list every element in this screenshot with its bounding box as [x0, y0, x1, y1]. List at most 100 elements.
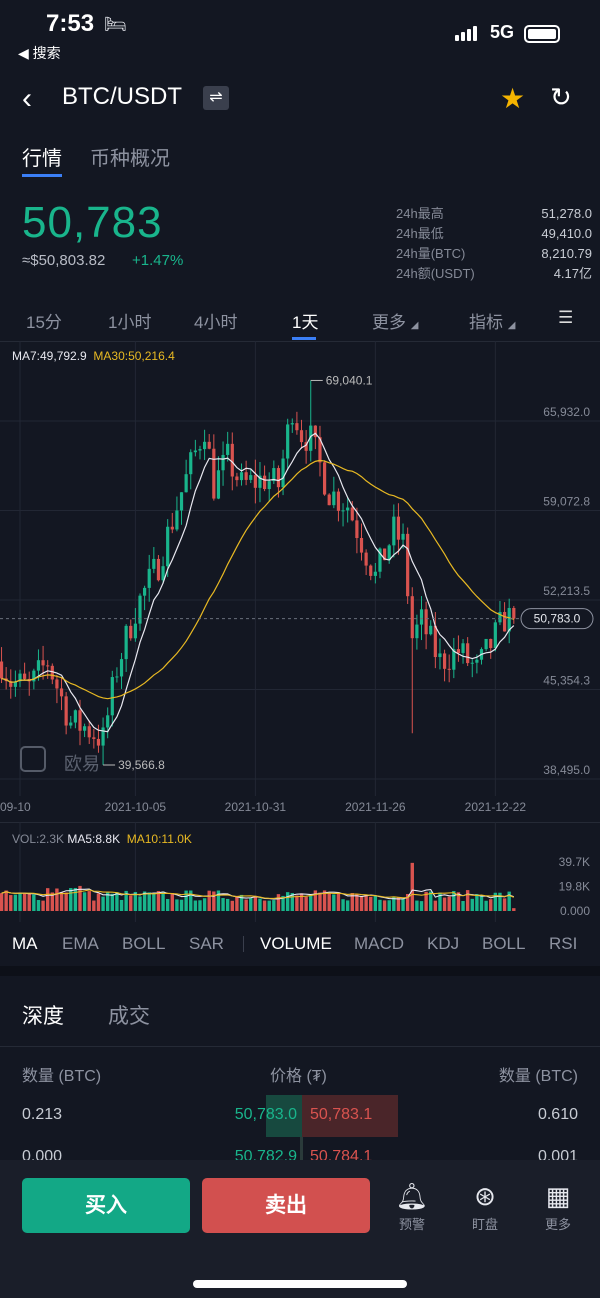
candlestick-chart[interactable]: 65,932.0 59,072.8 52,213.5 45,354.3 38,495.0…: [0, 341, 600, 821]
volume-bar: [193, 900, 198, 911]
indicator-menu[interactable]: 指标 ◢: [469, 308, 515, 333]
sell-button[interactable]: 卖出: [202, 1178, 370, 1233]
volume-bar: [295, 895, 299, 911]
volume-bar: [78, 885, 82, 911]
candle-body: [336, 491, 341, 511]
candle-body: [203, 441, 207, 450]
volume-bar: [345, 900, 350, 911]
ask-qty-header: 数量 (BTC): [498, 1068, 578, 1085]
candle-body: [249, 475, 253, 480]
indicator-boll-sub[interactable]: BOLL: [482, 934, 526, 953]
volume-bar: [133, 891, 138, 911]
candle-body: [143, 587, 147, 596]
indicator-kdj[interactable]: KDJ: [427, 934, 460, 953]
vol-ma10-line: [1, 889, 515, 899]
timeframe-more[interactable]: 更多 ◢: [372, 308, 418, 333]
volume-bar: [438, 892, 442, 911]
pair-title[interactable]: BTC/USDT: [62, 83, 182, 110]
tab-market[interactable]: 行情: [22, 148, 62, 170]
volume-bar: [216, 890, 221, 911]
fullscreen-icon[interactable]: [20, 746, 46, 772]
x-tick-label: 09-10: [0, 800, 31, 814]
tab-trades[interactable]: 成交: [108, 1005, 150, 1028]
volume-bar: [36, 900, 41, 911]
buy-button[interactable]: 买入: [22, 1178, 190, 1233]
candle-body: [129, 625, 133, 639]
back-to-app[interactable]: ◀ 搜索: [18, 45, 61, 61]
candle-body: [110, 677, 114, 716]
volume-legend: VOL:2.3K MA5:8.8K MA10:11.0K: [12, 832, 192, 846]
indicator-rsi[interactable]: RSI: [549, 934, 578, 953]
tab-coin-overview[interactable]: 币种概况: [90, 148, 170, 170]
candle-body: [9, 681, 13, 687]
candle-body: [55, 679, 59, 689]
watch-button[interactable]: ⊛ 盯盘: [455, 1178, 515, 1233]
network-label: 5G: [490, 22, 515, 42]
volume-bar: [230, 900, 234, 911]
volume-bar: [13, 894, 18, 911]
chart-settings-icon[interactable]: ☰: [558, 308, 574, 327]
indicator-ema[interactable]: EMA: [62, 934, 99, 953]
volume-tick-label: 19.8K: [559, 880, 590, 894]
volume-bar: [202, 898, 207, 911]
volume-bar: [281, 895, 285, 911]
bid-depth-bar: [266, 1095, 302, 1137]
sleep-icon: 🛏: [104, 14, 127, 34]
tab-depth[interactable]: 深度: [22, 1005, 64, 1028]
indicator-volume[interactable]: VOLUME: [260, 934, 332, 953]
bid-price[interactable]: 50,783.0: [234, 1106, 297, 1123]
divider: [0, 1046, 600, 1047]
candle-body: [424, 609, 428, 635]
more-button[interactable]: ▦ 更多: [528, 1178, 588, 1233]
back-icon[interactable]: ‹: [22, 82, 32, 115]
candle-body: [221, 454, 225, 471]
ask-price[interactable]: 50,783.1: [310, 1106, 373, 1123]
candle-body: [212, 448, 216, 499]
volume-bar: [475, 893, 479, 911]
indicator-macd[interactable]: MACD: [354, 934, 405, 953]
candle-body: [281, 458, 285, 488]
candle-body: [235, 476, 239, 481]
candle-body: [355, 520, 359, 539]
grid-icon: ▦: [545, 1181, 571, 1211]
alert-button[interactable]: 🔔︎ 预警: [382, 1178, 442, 1233]
star-icon[interactable]: ★: [500, 83, 526, 114]
last-price-tag: [520, 608, 594, 630]
timeframe-1d[interactable]: 1天: [292, 313, 319, 332]
ma30-line: [1, 459, 514, 700]
indicator-label: 指标: [469, 313, 503, 332]
indicator-ma[interactable]: MA: [12, 934, 38, 953]
volume-chart[interactable]: 39.7K 19.8K 0.000: [0, 822, 600, 922]
volume-bar: [470, 898, 474, 911]
indicator-sar[interactable]: SAR: [189, 934, 224, 953]
signal-icon: [455, 26, 477, 41]
candle-body: [350, 507, 354, 521]
timeframe-15m[interactable]: 15分: [26, 313, 62, 332]
min-label: 39,566.8: [118, 758, 165, 772]
x-tick-label: 2021-10-31: [225, 800, 287, 814]
candle-body: [184, 474, 188, 493]
timeframe-1h[interactable]: 1小时: [108, 313, 152, 332]
depth-bar: [300, 1137, 303, 1167]
timeframe-4h[interactable]: 4小时: [194, 313, 238, 332]
candle-body: [309, 425, 313, 451]
candle-body: [322, 462, 327, 495]
candle-body: [179, 492, 184, 511]
candle-body: [493, 622, 497, 649]
swap-icon[interactable]: ⇌: [203, 86, 229, 110]
candle-body: [369, 565, 373, 576]
candle-body: [59, 688, 64, 697]
candle-body: [313, 425, 317, 438]
volume-bar: [41, 900, 45, 911]
refresh-share-icon[interactable]: ↻: [550, 82, 572, 112]
volume-bar: [32, 894, 36, 911]
candle-body: [502, 611, 507, 632]
indicator-boll[interactable]: BOLL: [122, 934, 166, 953]
y-tick-label: 59,072.8: [543, 494, 590, 508]
volume-bar: [124, 890, 128, 911]
status-time: 7:53: [46, 10, 95, 37]
volume-bar: [184, 890, 188, 911]
volume-bar: [0, 893, 4, 911]
candle-body: [41, 660, 45, 666]
divider: [0, 341, 600, 342]
